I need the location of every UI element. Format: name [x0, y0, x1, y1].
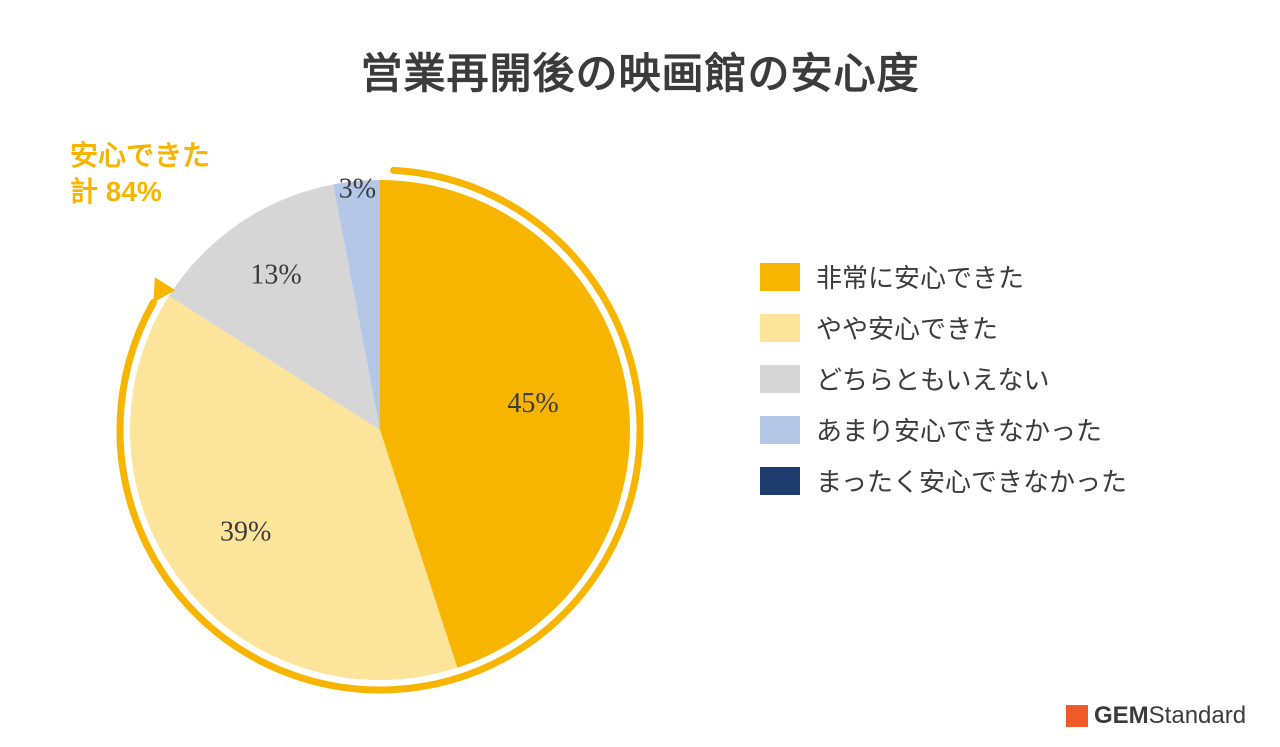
logo-text-bold: GEM	[1094, 702, 1149, 729]
pie-slice-label: 45%	[507, 388, 558, 419]
legend-swatch	[760, 467, 800, 495]
legend-label: やや安心できた	[816, 309, 998, 346]
legend-item: 非常に安心できた	[760, 258, 1127, 295]
legend-item: まったく安心できなかった	[760, 462, 1127, 499]
legend-label: 非常に安心できた	[816, 258, 1024, 295]
legend-item: やや安心できた	[760, 309, 1127, 346]
legend-swatch	[760, 263, 800, 291]
logo-text: GEMStandard	[1094, 702, 1246, 730]
legend-swatch	[760, 365, 800, 393]
logo-square-icon	[1066, 705, 1088, 727]
legend-label: どちらともいえない	[816, 360, 1049, 397]
legend-item: あまり安心できなかった	[760, 411, 1127, 448]
pie-slice-label: 39%	[220, 517, 271, 548]
legend-label: まったく安心できなかった	[816, 462, 1127, 499]
pie-slice-label: 3%	[339, 173, 376, 204]
legend-label: あまり安心できなかった	[816, 411, 1102, 448]
logo-text-light: Standard	[1149, 702, 1246, 729]
legend-item: どちらともいえない	[760, 360, 1127, 397]
footer-logo: GEMStandard	[1066, 702, 1246, 730]
pie-slice-label: 13%	[250, 259, 301, 290]
legend: 非常に安心できたやや安心できたどちらともいえないあまり安心できなかったまったく安…	[760, 258, 1127, 513]
legend-swatch	[760, 416, 800, 444]
legend-swatch	[760, 314, 800, 342]
